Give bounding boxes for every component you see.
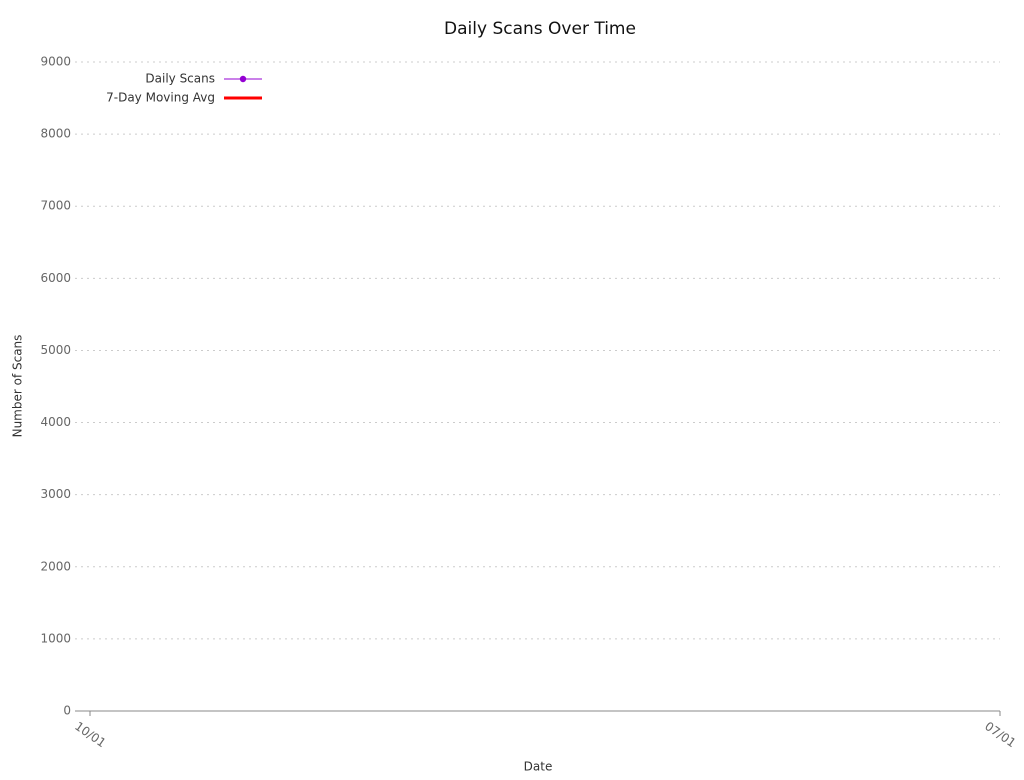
y-tick-label: 1000 [40, 631, 71, 645]
x-axis-label: Date [524, 760, 553, 774]
y-tick-label: 7000 [40, 199, 71, 213]
x-tick-label: 07/01 [982, 719, 1018, 750]
y-tick-label: 2000 [40, 559, 71, 573]
x-tick-label: 10/01 [72, 719, 108, 750]
legend-label: Daily Scans [145, 72, 215, 86]
y-axis-label: Number of Scans [11, 335, 25, 438]
y-tick-label: 3000 [40, 487, 71, 501]
y-tick-label: 0 [63, 704, 71, 718]
y-tick-label: 8000 [40, 127, 71, 141]
y-tick-label: 4000 [40, 415, 71, 429]
y-tick-label: 5000 [40, 343, 71, 357]
legend-marker [239, 75, 247, 83]
chart-title: Daily Scans Over Time [444, 19, 636, 39]
legend-label: 7-Day Moving Avg [106, 91, 215, 105]
y-tick-label: 9000 [40, 55, 71, 69]
y-tick-label: 6000 [40, 271, 71, 285]
